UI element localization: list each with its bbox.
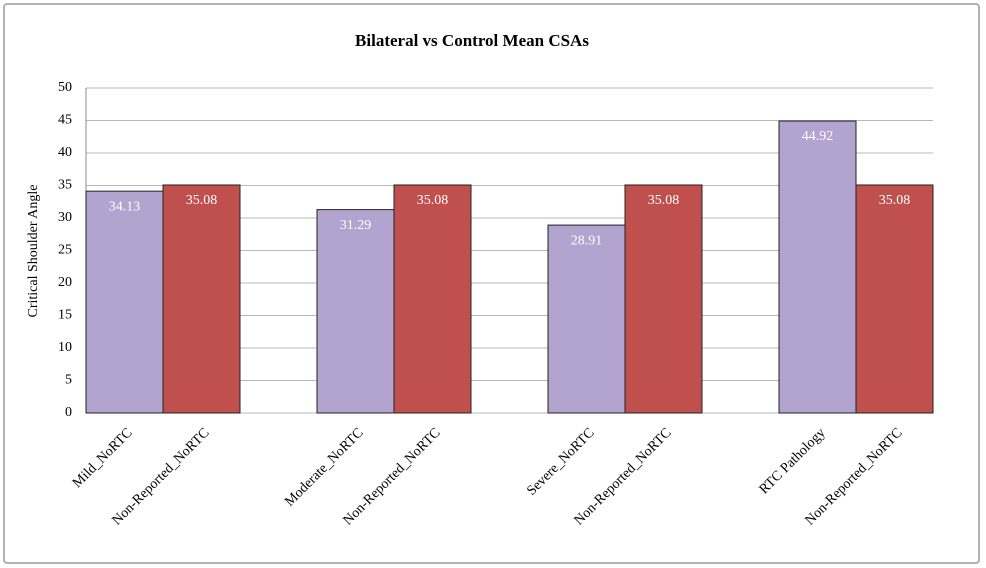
y-tick-label: 45: [58, 113, 72, 128]
y-axis-label: Critical Shoulder Angle: [26, 185, 41, 318]
bar: [85, 190, 164, 414]
y-tick-label: 30: [58, 210, 72, 225]
data-label: 34.13: [109, 199, 141, 214]
data-label: 35.08: [417, 193, 449, 208]
bar: [162, 184, 241, 414]
y-tick-label: 5: [65, 373, 72, 388]
y-tick-label: 40: [58, 145, 72, 160]
y-tick-label: 10: [58, 340, 72, 355]
data-label: 35.08: [186, 193, 218, 208]
bar: [316, 209, 395, 414]
y-tick-label: 15: [58, 308, 72, 323]
data-label: 35.08: [879, 193, 911, 208]
chart-title: Bilateral vs Control Mean CSAs: [355, 31, 589, 50]
y-tick-label: 20: [58, 275, 72, 290]
bar: [855, 184, 934, 414]
bar: [393, 184, 472, 414]
data-label: 44.92: [802, 129, 834, 144]
y-tick-label: 25: [58, 243, 72, 258]
y-tick-label: 35: [58, 178, 72, 193]
bar: [624, 184, 703, 414]
data-label: 28.91: [571, 233, 603, 248]
data-label: 31.29: [340, 218, 372, 233]
bar: [778, 120, 857, 414]
bar: [547, 224, 626, 414]
y-tick-label: 50: [58, 80, 72, 95]
y-tick-label: 0: [65, 405, 72, 420]
data-label: 35.08: [648, 193, 680, 208]
